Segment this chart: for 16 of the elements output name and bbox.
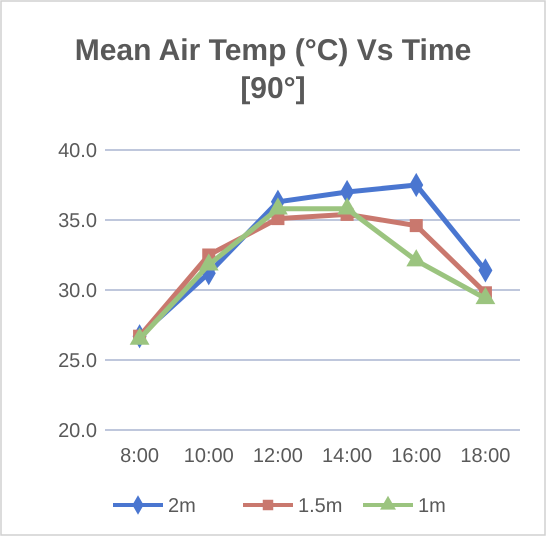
legend-label: 2m (168, 495, 196, 517)
point (410, 219, 423, 232)
x-tick-label: 14:00 (322, 445, 372, 467)
y-tick-label: 30.0 (58, 280, 97, 302)
legend-label: 1.5m (298, 495, 342, 517)
x-tick-label: 16:00 (391, 445, 442, 467)
y-tick-label: 35.0 (58, 210, 97, 232)
y-tick-label: 20.0 (58, 420, 97, 442)
x-tick-label: 18:00 (460, 445, 510, 467)
x-tick-label: 10:00 (184, 445, 234, 467)
y-tick-label: 25.0 (58, 350, 97, 372)
y-tick-label: 40.0 (58, 140, 97, 162)
legend-label: 1m (418, 495, 446, 517)
chart-title: Mean Air Temp (°C) Vs Time [90°] (74, 34, 472, 105)
x-tick-label: 12:00 (252, 445, 303, 467)
x-tick-label: 8:00 (120, 445, 160, 467)
